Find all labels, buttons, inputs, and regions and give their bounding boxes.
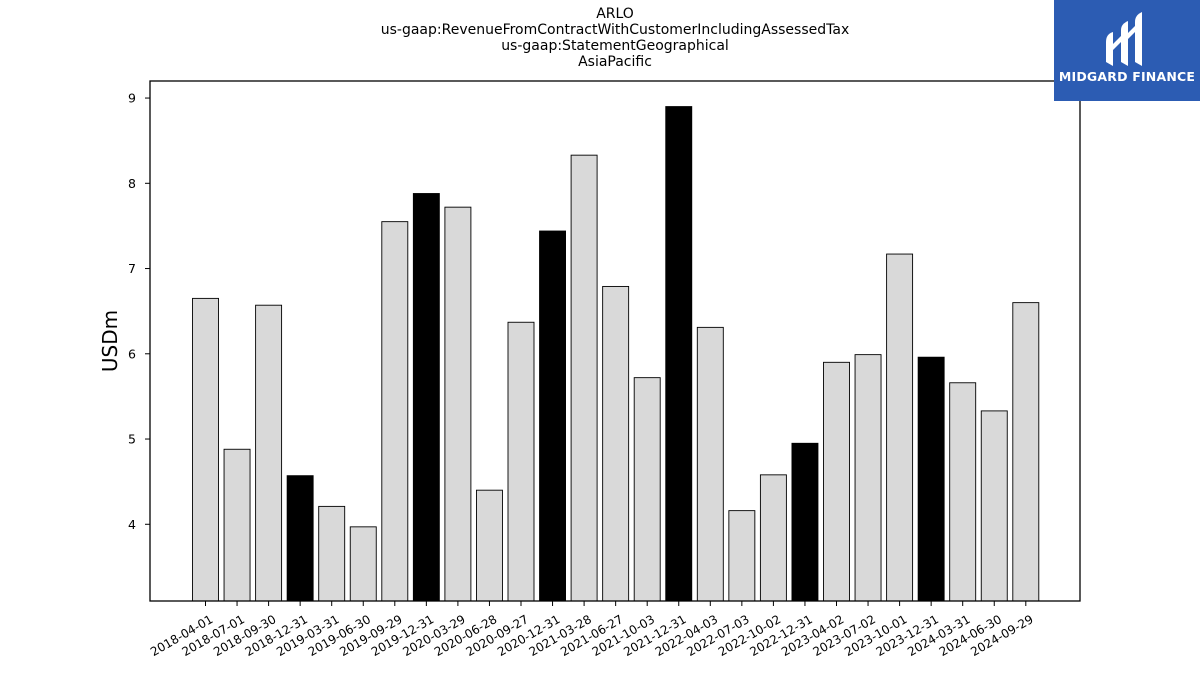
bar-2021-10-03: [633, 377, 661, 602]
y-axis: 4 5 6 7 8 9: [128, 91, 150, 532]
chart-subtitle-3: AsiaPacific: [578, 54, 652, 70]
y-tick-label: 6: [128, 346, 136, 361]
logo-text: MIDGARD FINANCE: [1058, 69, 1196, 84]
bar-2018-04-01: [192, 297, 219, 602]
midgard-finance-logo: MIDGARD FINANCE: [1054, 0, 1200, 101]
bar-2021-12-31: [665, 106, 693, 602]
y-axis-label: USDm: [98, 310, 122, 372]
bar-2019-12-31: [412, 193, 440, 602]
bar-2020-12-31: [539, 230, 566, 602]
bar-2020-03-29: [444, 206, 472, 602]
bar-2021-03-28: [570, 154, 598, 602]
bar-2024-03-31: [949, 382, 977, 602]
bar-2023-07-02: [854, 354, 882, 602]
bar-2019-03-31: [318, 505, 346, 602]
bar-2018-09-30: [255, 304, 283, 602]
bar-2024-06-30: [980, 410, 1008, 602]
bar-2021-06-27: [602, 285, 630, 602]
bar-2018-12-31: [286, 475, 314, 602]
bar-2019-09-29: [381, 221, 409, 602]
bars-group: [192, 106, 1040, 602]
bar-2022-12-31: [791, 442, 819, 602]
plot-frame: [149, 80, 1081, 602]
bar-2023-10-01: [886, 253, 914, 602]
logo-mark-icon: [1106, 12, 1142, 66]
chart-subtitle-2: us-gaap:StatementGeographical: [501, 38, 729, 54]
x-axis: 2018-04-012018-07-012018-09-302018-12-31…: [148, 601, 1036, 659]
bar-2019-06-30: [349, 526, 377, 602]
y-tick-label: 4: [128, 517, 136, 532]
chart-title: ARLO: [596, 6, 634, 22]
bar-2020-09-27: [507, 321, 535, 602]
y-tick-label: 9: [128, 91, 136, 106]
bar-2023-12-31: [917, 356, 945, 602]
y-tick-label: 8: [128, 176, 136, 191]
bar-2018-07-01: [223, 448, 251, 602]
bar-2024-09-29: [1012, 302, 1040, 602]
bar-2020-06-28: [476, 489, 503, 602]
bar-2022-04-03: [696, 326, 724, 602]
y-tick-label: 7: [128, 261, 136, 276]
chart-title-block: ARLO us-gaap:RevenueFromContractWithCust…: [150, 6, 1080, 70]
chart-subtitle-1: us-gaap:RevenueFromContractWithCustomerI…: [380, 22, 850, 38]
bar-2023-04-02: [823, 361, 850, 602]
bar-2022-07-03: [728, 510, 756, 602]
y-tick-label: 5: [128, 432, 136, 447]
bar-2022-10-02: [759, 474, 787, 602]
